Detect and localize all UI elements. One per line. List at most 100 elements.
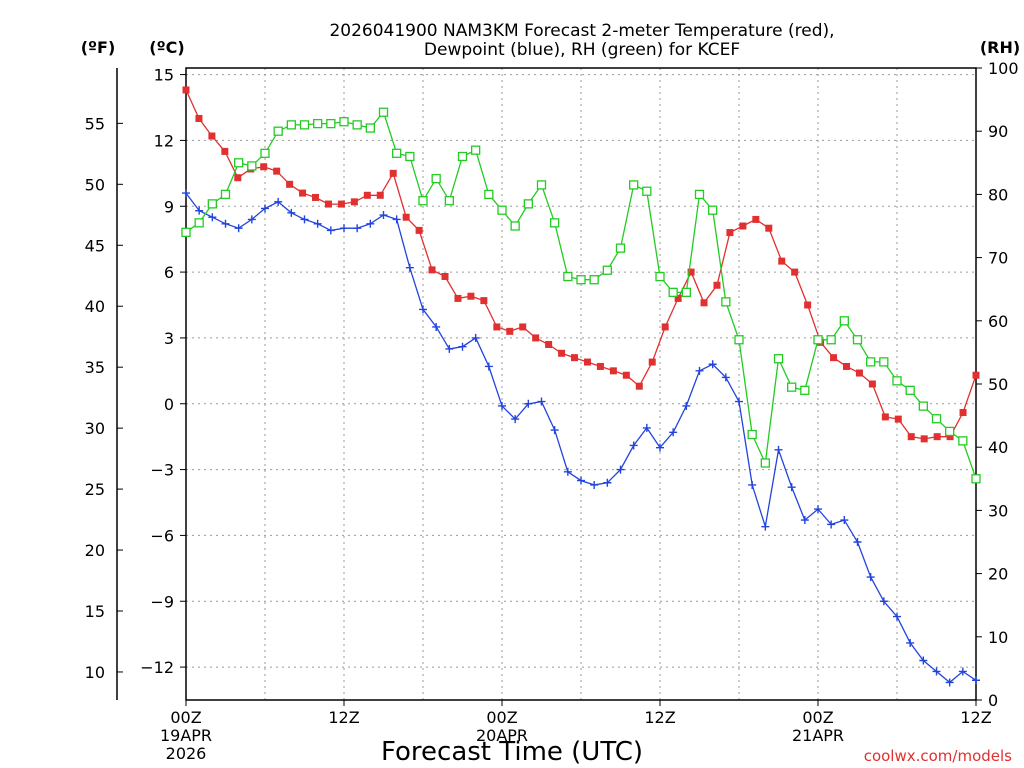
dewpoint-point bbox=[616, 465, 625, 474]
temperature-point bbox=[558, 349, 566, 357]
rh-tick-label: 70 bbox=[988, 249, 1008, 268]
temperature-point bbox=[221, 147, 229, 155]
rh-point bbox=[471, 145, 481, 155]
rh-tick-label: 60 bbox=[988, 312, 1008, 331]
rh-point bbox=[523, 199, 533, 209]
celsius-tick-label: 6 bbox=[164, 263, 174, 282]
x-tick-label: 00Z bbox=[486, 708, 517, 727]
rh-point bbox=[286, 120, 296, 130]
dewpoint-point bbox=[800, 516, 809, 525]
dewpoint-point bbox=[669, 428, 678, 437]
dewpoint-point bbox=[695, 366, 704, 375]
rh-point bbox=[668, 287, 678, 298]
temperature-point bbox=[635, 382, 643, 390]
rh-point bbox=[773, 354, 784, 364]
dewpoint-point bbox=[300, 215, 309, 224]
dewpoint-point bbox=[906, 638, 915, 647]
celsius-tick-label: −6 bbox=[150, 526, 174, 545]
dewpoint-point bbox=[866, 573, 875, 582]
dewpoint-point bbox=[432, 322, 441, 331]
temperature-point bbox=[791, 268, 799, 276]
fahrenheit-tick-label: 40 bbox=[85, 297, 105, 316]
temperature-point bbox=[519, 323, 527, 331]
rh-point bbox=[642, 186, 652, 196]
rh-point bbox=[866, 357, 876, 367]
rh-point bbox=[260, 148, 270, 158]
fahrenheit-tick-label: 20 bbox=[85, 541, 105, 560]
series-rh bbox=[181, 107, 981, 484]
temperature-point bbox=[583, 358, 591, 366]
dewpoint-point bbox=[379, 211, 388, 220]
celsius-tick-label: 15 bbox=[154, 66, 174, 85]
dewpoint-point bbox=[366, 219, 375, 228]
dewpoint-point bbox=[629, 441, 638, 450]
rh-tick-label: 100 bbox=[988, 59, 1019, 78]
grid-lines bbox=[186, 68, 976, 700]
x-tick-label: 21APR bbox=[792, 726, 844, 745]
rh-point bbox=[418, 196, 428, 206]
dewpoint-point bbox=[642, 423, 651, 432]
temperature-point bbox=[286, 180, 294, 188]
title-line-2: Dewpoint (blue), RH (green) for KCEF bbox=[424, 40, 740, 60]
dewpoint-point bbox=[524, 399, 533, 408]
rh-point bbox=[378, 107, 389, 117]
x-tick-label: 12Z bbox=[644, 708, 675, 727]
temperature-point bbox=[713, 281, 721, 289]
temperature-point bbox=[842, 362, 850, 370]
title-line-1: 2026041900 NAM3KM Forecast 2-meter Tempe… bbox=[329, 21, 834, 41]
temperature-point bbox=[752, 215, 760, 223]
dewpoint-point bbox=[840, 516, 849, 525]
dewpoint-point bbox=[498, 401, 506, 410]
dewpoint-point bbox=[761, 522, 770, 531]
rh-point bbox=[918, 401, 928, 411]
fahrenheit-tick-label: 45 bbox=[85, 236, 105, 255]
dewpoint-point bbox=[247, 215, 256, 224]
x-tick-label: 20APR bbox=[476, 726, 528, 745]
x-tick-label: 12Z bbox=[328, 708, 359, 727]
temperature-point bbox=[778, 257, 786, 265]
rh-point bbox=[787, 382, 797, 392]
temperature-point bbox=[609, 367, 617, 375]
temperature-point bbox=[648, 358, 656, 366]
temperature-point bbox=[532, 334, 540, 342]
dewpoint-point bbox=[392, 215, 401, 224]
rh-tick-label: 30 bbox=[988, 501, 1008, 520]
rh-point bbox=[550, 218, 560, 228]
rh-point bbox=[800, 385, 810, 395]
temperature-point bbox=[415, 226, 423, 234]
temperature-point bbox=[493, 323, 501, 331]
temperature-point bbox=[234, 174, 242, 182]
temperature-point bbox=[428, 266, 436, 274]
rh-point bbox=[839, 316, 849, 326]
rh-point bbox=[444, 196, 454, 206]
rh-point bbox=[681, 287, 691, 298]
fahrenheit-unit-label: (ºF) bbox=[81, 38, 116, 57]
dewpoint-point bbox=[945, 678, 954, 687]
dewpoint-point bbox=[748, 480, 757, 489]
rh-point bbox=[945, 426, 955, 437]
rh-point bbox=[510, 221, 520, 231]
temperature-point bbox=[933, 433, 941, 441]
fahrenheit-tick-label: 25 bbox=[85, 480, 105, 499]
rh-point bbox=[484, 189, 494, 200]
dewpoint-point bbox=[814, 505, 822, 514]
temperature-point bbox=[687, 268, 695, 276]
rh-point bbox=[326, 118, 336, 129]
rh-point bbox=[181, 227, 191, 237]
rh-point bbox=[576, 275, 586, 285]
rh-point bbox=[220, 189, 231, 200]
temperature-point bbox=[804, 301, 812, 309]
dewpoint-point bbox=[182, 189, 190, 198]
dewpoint-point bbox=[893, 612, 901, 621]
dewpoint-point bbox=[287, 208, 296, 217]
rh-point bbox=[813, 335, 823, 345]
temperature-point bbox=[622, 371, 630, 379]
dewpoint-point bbox=[537, 397, 546, 406]
temperature-point bbox=[661, 323, 669, 331]
rh-point bbox=[234, 158, 244, 168]
temperature-point bbox=[726, 229, 734, 237]
series-dewpoint bbox=[182, 189, 980, 687]
dewpoint-point bbox=[208, 213, 217, 222]
fahrenheit-tick-label: 30 bbox=[85, 419, 105, 438]
rh-point bbox=[629, 180, 639, 190]
